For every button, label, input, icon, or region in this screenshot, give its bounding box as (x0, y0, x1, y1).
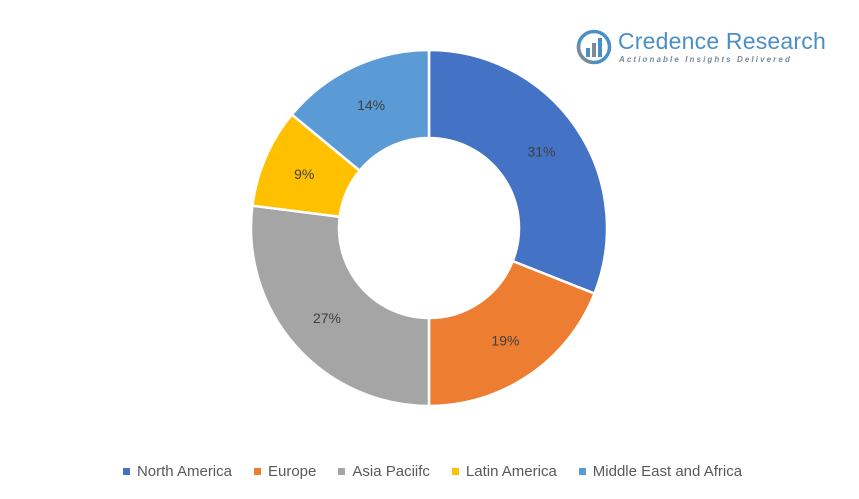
legend-item-asia-paciifc: Asia Paciifc (338, 463, 430, 480)
donut-slice-labels: 31% 19% 27% 9% 14% (294, 97, 555, 349)
legend-label-europe: Europe (268, 463, 317, 480)
slice-north-america (427, 48, 609, 296)
slice-label-europe: 19% (491, 332, 519, 348)
legend-label-asia-paciifc: Asia Paciifc (352, 463, 430, 480)
credence-research-logo: Credence Research Actionable Insights De… (576, 28, 826, 68)
bar-chart-logo-icon (576, 29, 612, 65)
slice-label-latin-america: 9% (294, 166, 314, 182)
slice-asia-paciifc (249, 204, 431, 408)
legend-swatch-asia-paciifc (338, 468, 346, 475)
legend-swatch-latin-america (451, 468, 459, 475)
logo-tagline: Actionable Insights Delivered (619, 55, 792, 64)
legend-item-north-america: North America (122, 463, 232, 480)
logo-name: Credence Research (618, 28, 826, 54)
slice-label-north-america: 31% (527, 144, 555, 160)
slice-middle-east-and-africa (290, 48, 431, 173)
slice-label-asia-paciifc: 27% (313, 310, 341, 326)
legend-item-middle-east-and-africa: Middle East and Africa (578, 463, 743, 480)
legend-item-europe: Europe (254, 463, 316, 480)
legend-swatch-middle-east-and-africa (578, 468, 586, 475)
legend-label-north-america: North America (136, 463, 232, 480)
slice-label-middle-east-and-africa: 14% (357, 97, 385, 113)
legend-label-latin-america: Latin America (465, 463, 557, 480)
donut-slices (249, 48, 609, 408)
legend-swatch-europe (254, 468, 261, 475)
legend-item-latin-america: Latin America (451, 463, 557, 480)
slice-europe (427, 259, 597, 408)
legend-label-middle-east-and-africa: Middle East and Africa (592, 463, 743, 480)
chart-legend: North America Europe Asia Paciifc Latin Ame… (0, 463, 859, 480)
donut-chart: 31% 19% 27% 9% 14% (249, 48, 609, 408)
legend-swatch-north-america (122, 468, 130, 475)
